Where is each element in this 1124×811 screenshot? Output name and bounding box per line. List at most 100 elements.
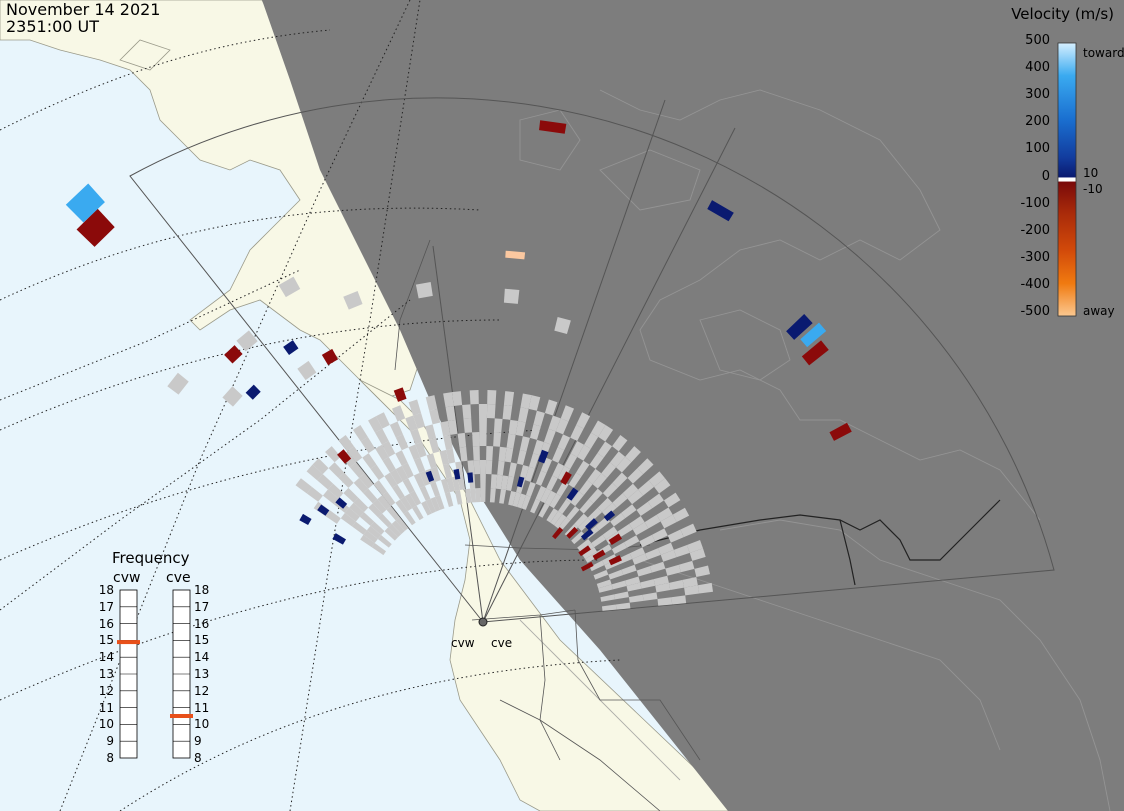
scatter-cell bbox=[592, 473, 607, 489]
scatter-cell bbox=[552, 447, 565, 463]
frequency-scale-label: 14 bbox=[194, 650, 210, 665]
scatter-cell bbox=[472, 446, 480, 461]
scatter-cell bbox=[445, 405, 456, 422]
scatter-cell bbox=[502, 405, 513, 420]
scatter-cell bbox=[570, 491, 584, 507]
scatter-cell bbox=[312, 458, 329, 475]
radar-fov bbox=[129, 97, 1055, 623]
scatter-cell bbox=[611, 580, 627, 590]
time-label: 2351:00 UT bbox=[6, 17, 100, 36]
scatter-cell bbox=[632, 522, 649, 536]
scatter-cell bbox=[349, 462, 365, 478]
scatter-cell bbox=[512, 492, 522, 507]
scatter-cell bbox=[571, 531, 585, 545]
scatter-cell bbox=[375, 444, 389, 461]
scatter-cell bbox=[660, 549, 677, 562]
scatter-cell bbox=[658, 542, 674, 555]
radar-site-marker bbox=[478, 617, 488, 627]
scatter-cell bbox=[667, 529, 684, 543]
scatter-cell bbox=[335, 497, 348, 509]
frequency-scale-label: 13 bbox=[194, 667, 210, 681]
scatter-cell bbox=[529, 453, 540, 469]
scatter-cell bbox=[585, 518, 598, 531]
frequency-indicator bbox=[117, 640, 140, 645]
scatter-cell bbox=[222, 386, 243, 407]
scatter-cell bbox=[627, 468, 644, 484]
scatter-cell bbox=[530, 498, 541, 514]
scatter-cell bbox=[665, 564, 681, 576]
scatter-cell bbox=[366, 525, 382, 539]
scatter-cell bbox=[552, 527, 564, 540]
scatter-cell bbox=[587, 468, 602, 485]
scatter-cell bbox=[602, 482, 618, 498]
scatter-cell bbox=[577, 517, 592, 532]
scatter-cell bbox=[505, 250, 526, 260]
scatter-cell bbox=[642, 592, 658, 601]
scatter-cell bbox=[508, 419, 519, 435]
colorbar-tick-label: 0 bbox=[1041, 168, 1050, 184]
scatter-cell bbox=[439, 449, 450, 466]
scatter-cell bbox=[638, 480, 655, 496]
scatter-cell bbox=[651, 528, 668, 542]
scatter-cell bbox=[425, 424, 437, 440]
scatter-cell bbox=[499, 489, 507, 504]
colorbar-toward-label: toward bbox=[1083, 46, 1124, 60]
scatter-cell bbox=[521, 495, 531, 510]
scatter-cell bbox=[419, 470, 431, 486]
scatter-cell bbox=[404, 493, 417, 509]
scatter-cell bbox=[283, 340, 299, 356]
scatter-cell bbox=[389, 469, 403, 485]
scatter-cell bbox=[377, 495, 391, 510]
frequency-scale-label: 17 bbox=[194, 599, 210, 614]
scatter-cell bbox=[451, 391, 463, 406]
scatter-cell bbox=[393, 387, 407, 402]
scatter-cell bbox=[317, 504, 330, 516]
frequency-scale-label: 16 bbox=[98, 616, 114, 631]
scatter-cell bbox=[615, 602, 631, 610]
frequency-scale-label: 12 bbox=[194, 683, 210, 698]
scatter-cell bbox=[645, 548, 661, 560]
scatter-cell bbox=[608, 569, 624, 580]
scatter-cell bbox=[384, 527, 398, 541]
scatter-cell bbox=[535, 470, 547, 486]
scatter-cell bbox=[554, 514, 567, 529]
scatter-cell bbox=[388, 523, 402, 538]
scatter-cell bbox=[555, 418, 569, 435]
scatter-cell bbox=[278, 276, 301, 298]
frequency-scale-label: 18 bbox=[98, 583, 114, 597]
scatter-cell bbox=[167, 372, 189, 395]
scatter-cell bbox=[425, 395, 438, 411]
scatter-cell bbox=[500, 475, 509, 490]
scatter-cell bbox=[582, 547, 598, 559]
scatter-cell bbox=[517, 493, 526, 509]
scatter-cell bbox=[368, 416, 383, 433]
scatter-cell bbox=[503, 391, 515, 406]
velocity-cells bbox=[65, 120, 852, 572]
scatter-cell bbox=[478, 404, 488, 419]
scatter-cell bbox=[593, 569, 609, 580]
scatter-cell bbox=[353, 477, 369, 494]
scatter-cell bbox=[647, 493, 664, 509]
scatter-cell bbox=[580, 528, 594, 541]
scatter-cell bbox=[377, 534, 392, 548]
scatter-cell bbox=[657, 597, 673, 606]
scatter-cell bbox=[552, 462, 565, 479]
scatter-cell bbox=[627, 489, 644, 505]
scatter-cell bbox=[408, 399, 422, 416]
scatter-cell bbox=[360, 436, 376, 454]
frequency-scale-label: 9 bbox=[194, 734, 202, 749]
frequency-scale-label: 18 bbox=[194, 583, 210, 597]
scatter-cell bbox=[328, 462, 345, 479]
scatter-cell bbox=[614, 591, 629, 600]
scatter-cell bbox=[656, 507, 673, 522]
scatter-cell bbox=[415, 282, 433, 299]
frequency-scale-label: 9 bbox=[106, 734, 114, 749]
scatter-cell bbox=[577, 444, 591, 461]
scatter-cell bbox=[694, 565, 711, 578]
scatter-cell bbox=[395, 517, 409, 532]
scatter-cell bbox=[786, 313, 813, 340]
scatter-cell bbox=[352, 425, 368, 442]
frequency-scale-label: 11 bbox=[98, 700, 114, 715]
scatter-cell bbox=[457, 475, 466, 490]
scatter-cell bbox=[371, 543, 387, 556]
